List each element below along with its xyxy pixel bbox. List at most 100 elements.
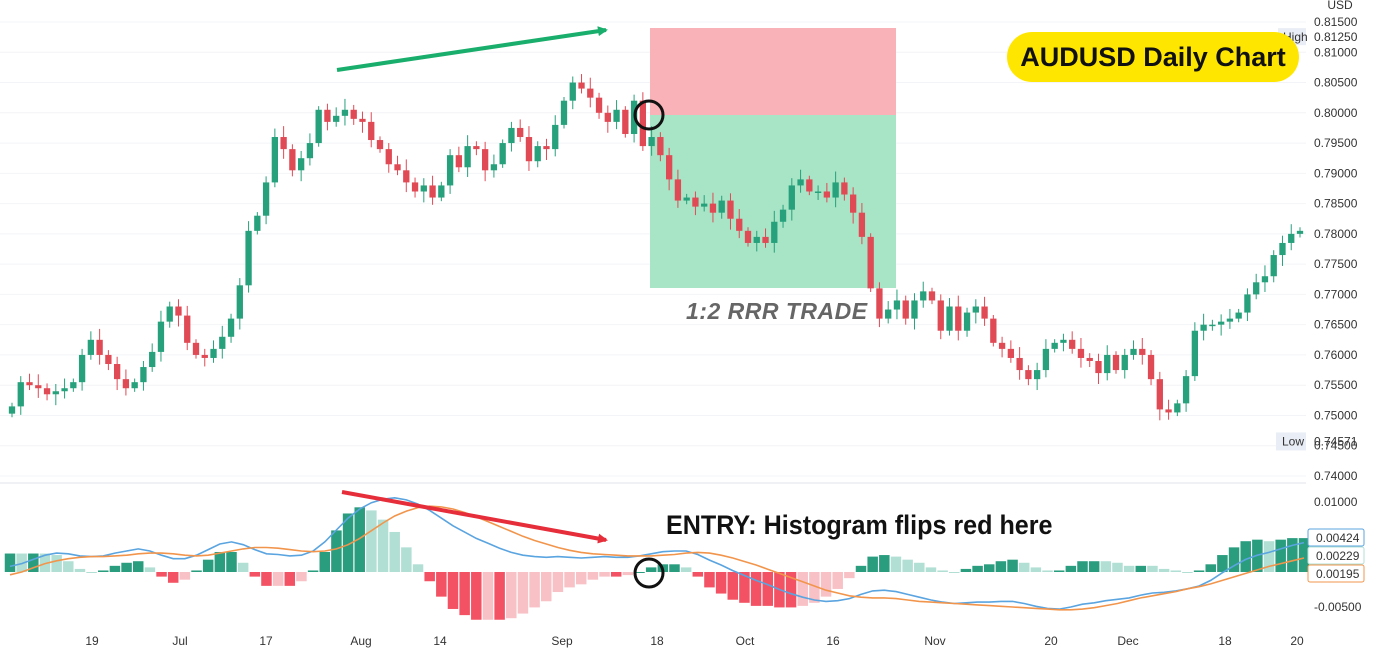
histogram-bar [4, 553, 16, 572]
histogram-bar [494, 572, 505, 620]
time-tick-label: Sep [551, 634, 573, 648]
time-tick-label: Oct [736, 634, 755, 648]
histogram-bar [960, 568, 972, 572]
histogram-bar [424, 572, 435, 582]
histogram-bar [1112, 562, 1123, 572]
histogram-bar [1263, 541, 1275, 572]
candle-body [1042, 348, 1050, 371]
candle-body [1235, 312, 1242, 319]
low-label-box [1276, 432, 1306, 451]
histogram-bar [261, 572, 272, 586]
candle-body [368, 121, 375, 141]
histogram-bar [16, 553, 27, 572]
price-tick-label: 0.75500 [1314, 378, 1358, 392]
histogram-bar [995, 561, 1007, 572]
histogram-bar [832, 572, 843, 589]
candle-body [201, 354, 208, 358]
stop-loss-zone [650, 28, 896, 115]
candle-body [1086, 357, 1093, 361]
candle-body [832, 182, 839, 198]
price-tick-label: 0.79500 [1314, 136, 1358, 150]
candle-body [683, 197, 690, 201]
macd-divergence-arrow [341, 490, 608, 544]
candle-body [560, 100, 568, 125]
candle-body [613, 109, 620, 122]
entry-circle-price [633, 99, 665, 131]
candle-body [1174, 403, 1181, 413]
price-tick-label: 0.81500 [1314, 15, 1358, 29]
histogram-bar [587, 572, 599, 580]
candle-body [849, 194, 857, 213]
candle-body [297, 158, 305, 171]
histogram-bar [1042, 570, 1053, 572]
histogram-bar [809, 572, 820, 603]
candle-body [473, 146, 480, 150]
histogram-bar [797, 572, 808, 606]
histogram-bar [680, 567, 692, 572]
macd-value: 0.00195 [1316, 567, 1360, 581]
currency-label: USD [1327, 0, 1353, 12]
histogram-bar [144, 567, 156, 572]
candle-body [236, 285, 243, 319]
candle-body [727, 200, 734, 219]
candle-body [604, 112, 611, 122]
price-candles [8, 74, 1304, 421]
histogram-bar [1007, 559, 1018, 572]
candle-body [771, 221, 778, 243]
price-axis: USD 0.74000 0.74500 0.75000 0.75500 0.76000 0.… [1314, 0, 1362, 614]
histogram-bar [785, 572, 797, 608]
candle-body [70, 382, 77, 389]
candle-body [998, 342, 1006, 349]
histogram-bar [74, 568, 86, 572]
candle-body [1279, 242, 1286, 256]
candle-body [280, 137, 287, 150]
candle-body [1261, 276, 1269, 283]
price-tick-label: 0.76500 [1314, 318, 1358, 332]
candle-body [701, 203, 708, 207]
candle-body [43, 388, 51, 395]
candle-body [648, 137, 655, 147]
time-tick-label: Aug [350, 634, 371, 648]
histogram-bar [914, 562, 925, 572]
histogram-bar [28, 553, 39, 572]
candle-body [315, 109, 322, 144]
histogram-bar [63, 561, 74, 572]
macd-tick-label: -0.00500 [1314, 600, 1362, 614]
macd-value-box [1307, 564, 1365, 583]
histogram-bar [750, 572, 762, 606]
candle-body [306, 143, 314, 159]
candle-body [166, 306, 173, 322]
candle-body [1051, 342, 1058, 349]
candle-body [376, 140, 384, 150]
candle-body [972, 306, 979, 313]
candle-body [534, 146, 541, 162]
candle-body [105, 354, 112, 365]
low-label: Low [1282, 434, 1304, 448]
histogram-bar [727, 572, 739, 600]
candle-body [26, 382, 33, 386]
histogram-bar [331, 530, 342, 572]
histogram-bar [925, 567, 937, 572]
candle-body [350, 109, 357, 119]
histogram-bar [98, 570, 109, 572]
histogram-bar [1205, 564, 1216, 572]
candle-body [271, 137, 279, 183]
histogram-bar [1018, 562, 1030, 572]
high-value: 0.81250 [1314, 30, 1358, 44]
histogram-bar [272, 572, 284, 586]
candle-body [779, 209, 787, 222]
time-tick-label: Jul [172, 634, 187, 648]
histogram-bar [237, 562, 249, 572]
histogram-bar [1077, 561, 1088, 572]
histogram-bar [610, 572, 622, 577]
candle-body [718, 200, 725, 213]
candle-body [394, 164, 401, 171]
candle-body [1296, 230, 1304, 234]
histogram-bar [471, 572, 482, 620]
price-tick-label: 0.75000 [1314, 408, 1358, 422]
candle-body [157, 321, 165, 352]
histogram-bar [109, 565, 121, 572]
histogram-bar [447, 572, 459, 609]
candle-body [1033, 370, 1041, 380]
